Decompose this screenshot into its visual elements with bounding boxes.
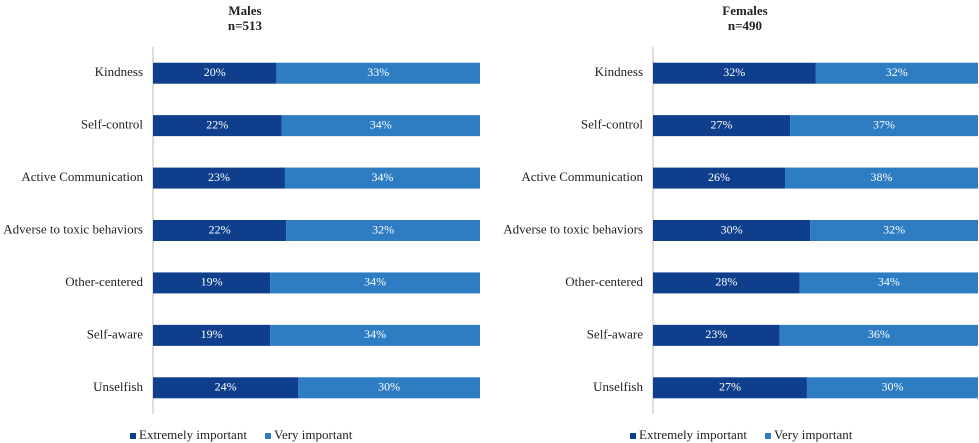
- data-label: 30%: [721, 222, 743, 236]
- legend-swatch: [130, 433, 136, 439]
- bar-segment: [153, 272, 271, 294]
- chart-subtitle: n=490: [728, 18, 762, 33]
- bar-segment: [653, 324, 780, 346]
- data-label: 27%: [711, 117, 733, 131]
- legend-label: Extremely important: [139, 427, 247, 442]
- bar-segment: [653, 115, 791, 137]
- data-label: 37%: [873, 117, 895, 131]
- category-label: Adverse to toxic behaviors: [503, 221, 643, 236]
- category-label: Unselfish: [593, 379, 643, 394]
- data-label: 27%: [719, 380, 741, 394]
- bar-segment: [799, 272, 978, 294]
- bar-segment: [653, 62, 816, 84]
- data-label: 19%: [201, 327, 223, 341]
- category-label: Self-control: [581, 117, 643, 132]
- data-label: 32%: [723, 65, 745, 79]
- legend-label: Very important: [774, 427, 853, 442]
- bar-segment: [276, 62, 480, 84]
- data-label: 23%: [208, 170, 230, 184]
- bar-segment: [779, 324, 978, 346]
- category-label: Active Communication: [521, 169, 643, 184]
- legend-label: Extremely important: [639, 427, 747, 442]
- bar-segment: [298, 377, 480, 399]
- bar-segment: [785, 167, 978, 189]
- bar-segment: [653, 220, 811, 241]
- bar-segment: [653, 272, 800, 294]
- data-label: 36%: [868, 327, 890, 341]
- legend-swatch: [630, 433, 636, 439]
- data-label: 20%: [204, 65, 226, 79]
- category-label: Kindness: [595, 64, 643, 79]
- bar-segment: [653, 167, 786, 189]
- data-label: 34%: [878, 275, 900, 289]
- data-label: 34%: [364, 327, 386, 341]
- bar-segment: [153, 115, 282, 137]
- category-label: Self-aware: [587, 326, 644, 341]
- bar-segment: [281, 115, 480, 137]
- category-label: Kindness: [95, 64, 143, 79]
- category-label: Other-centered: [565, 274, 643, 289]
- data-label: 28%: [715, 275, 737, 289]
- category-label: Other-centered: [65, 274, 143, 289]
- legend-label: Very important: [274, 427, 353, 442]
- data-label: 32%: [372, 222, 394, 236]
- data-label: 33%: [367, 65, 389, 79]
- bar-segment: [815, 62, 978, 84]
- data-label: 32%: [883, 222, 905, 236]
- data-label: 30%: [378, 380, 400, 394]
- data-label: 30%: [881, 380, 903, 394]
- category-label: Self-aware: [87, 326, 144, 341]
- category-label: Adverse to toxic behaviors: [3, 221, 143, 236]
- bar-segment: [806, 377, 978, 399]
- bar-segment: [653, 377, 807, 399]
- legend-swatch: [765, 433, 771, 439]
- data-label: 38%: [871, 170, 893, 184]
- bar-segment: [153, 220, 287, 241]
- bar-segment: [270, 272, 480, 294]
- category-label: Unselfish: [93, 379, 143, 394]
- chart-title: Males: [228, 3, 261, 18]
- category-label: Active Communication: [21, 169, 143, 184]
- bar-segment: [153, 62, 277, 84]
- bar-segment: [286, 220, 480, 241]
- data-label: 34%: [364, 275, 386, 289]
- bar-segment: [153, 167, 285, 189]
- bar-segment: [270, 324, 480, 346]
- bar-segment: [790, 115, 978, 137]
- chart-title: Females: [722, 3, 767, 18]
- bar-segment: [153, 377, 299, 399]
- data-label: 34%: [371, 170, 393, 184]
- data-label: 24%: [215, 380, 237, 394]
- data-label: 19%: [201, 275, 223, 289]
- data-label: 32%: [886, 65, 908, 79]
- data-label: 26%: [708, 170, 730, 184]
- chart-subtitle: n=513: [228, 18, 263, 33]
- data-label: 22%: [209, 222, 231, 236]
- legend-swatch: [265, 433, 271, 439]
- data-label: 34%: [370, 117, 392, 131]
- bar-segment: [810, 220, 978, 241]
- bar-segment: [284, 167, 480, 189]
- category-label: Self-control: [81, 117, 143, 132]
- data-label: 23%: [705, 327, 727, 341]
- data-label: 22%: [206, 117, 228, 131]
- bar-segment: [153, 324, 271, 346]
